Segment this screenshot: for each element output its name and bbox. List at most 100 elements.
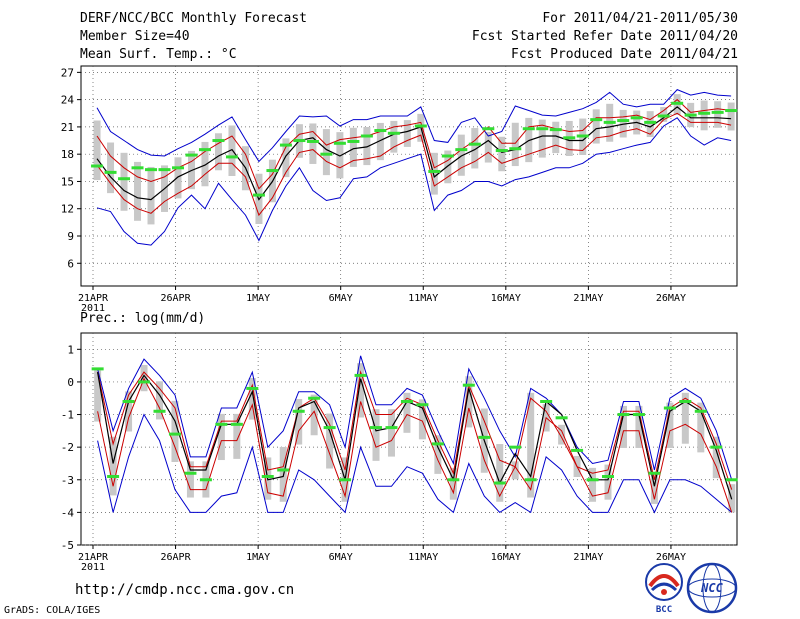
forecast-produced-date: Fcst Produced Date 2011/04/21 [511,47,738,62]
temp-spread-box [457,134,465,176]
temp-forecast-marker [590,118,603,122]
prec-forecast-marker [679,399,692,403]
temp-spread-box [484,131,492,163]
prec-spread-box [650,474,658,504]
temp-spread-box [538,119,546,158]
temp-xtick-label: 6MAY [329,293,353,304]
prec-spread-box [527,392,535,498]
prec-forecast-marker [462,383,475,387]
prec-spread-box [465,376,473,428]
temp-forecast-marker [360,134,373,138]
temp-spread-box [282,138,290,178]
temp-ytick-label: 18 [61,148,74,161]
temp-ytick-label: 21 [61,121,74,134]
prec-forecast-marker [184,471,197,475]
temp-forecast-marker [711,110,724,114]
prec-year-label: 2011 [81,562,105,573]
prec-forecast-marker [153,409,166,413]
prec-forecast-marker [478,435,491,439]
prec-forecast-marker [509,445,522,449]
prec-forecast-marker [107,475,120,479]
prec-forecast-marker [400,399,413,403]
grads-credit: GrADS: COLA/IGES [4,605,101,616]
prec-forecast-marker [385,426,398,430]
temp-spread-box [714,101,722,128]
temp-forecast-marker [630,116,643,120]
prec-forecast-marker [524,478,537,482]
temp-forecast-marker [374,129,387,133]
prec-xtick-label: 11MAY [408,552,438,563]
prec-spread-box [666,402,674,448]
prec-xtick-label: 26APR [161,552,192,563]
temp-forecast-marker [252,193,265,197]
temp-max-line [96,89,732,163]
prec-spread-box [94,370,102,422]
prec-forecast-marker [246,386,259,390]
prec-p75-line [97,370,733,490]
temp-spread-box [660,107,668,122]
temp-spread-box [93,120,101,181]
temp-ytick-label: 6 [67,257,74,270]
temp-forecast-marker [225,155,238,159]
prec-forecast-marker [493,481,506,485]
prec-spread-box [186,461,194,498]
temp-year-label: 2011 [81,303,105,314]
prec-forecast-marker [571,448,584,452]
ncc-logo-icon: NCC [686,562,738,614]
temp-spread-box [201,141,209,187]
temp-p75-line [96,98,732,190]
prec-spread-box [418,399,426,440]
temp-min-line [96,117,732,246]
prec-forecast-marker [354,373,367,377]
prec-xtick-label: 1MAY [246,552,270,563]
prec-xtick-label: 6MAY [329,552,353,563]
prec-forecast-marker [648,471,661,475]
member-size: Member Size=40 [80,29,190,44]
prec-xtick-label: 21APR [78,552,109,563]
bcc-logo-icon: BCC [645,563,683,615]
precipitation-label: Prec.: log(mm/d) [80,311,205,326]
prec-spread-box [604,464,612,500]
temp-forecast-marker [279,143,292,147]
temp-spread-box [592,109,600,144]
temp-forecast-marker [549,128,562,132]
prec-forecast-marker [416,403,429,407]
temp-forecast-marker [131,166,144,170]
source-url[interactable]: http://cmdp.ncc.cma.gov.cn [75,582,295,598]
prec-spread-box [217,413,225,461]
prec-forecast-marker [122,399,135,403]
temp-forecast-marker [185,153,198,157]
temp-xtick-label: 16MAY [491,293,521,304]
prec-ytick-label: 0 [67,376,74,389]
temp-forecast-marker [482,127,495,131]
ncc-logo-text: NCC [700,581,723,595]
prec-xtick-label: 16MAY [491,552,521,563]
prec-forecast-marker [586,478,599,482]
prec-spread-box [295,399,303,445]
temp-forecast-marker [441,154,454,158]
temp-ytick-label: 24 [61,94,75,107]
temp-spread-box [107,142,115,194]
prec-forecast-marker [230,422,243,426]
temp-forecast-marker [158,168,171,172]
forecast-period: For 2011/04/21-2011/05/30 [542,11,738,26]
temp-spread-box [403,120,411,147]
prec-median-line [97,377,733,513]
prec-spread-box [233,413,241,459]
prec-spread-box [635,405,643,448]
temp-forecast-marker [657,114,670,118]
prec-spread-box [372,409,380,461]
temp-spread-box [471,128,479,169]
forecast-started-date: Fcst Started Refer Date 2011/04/20 [471,29,738,44]
temp-spread-box [120,152,128,211]
precipitation-panel: -5 -4 -3 -2 -1 0 1 21APR 26APR 1MAY 6MAY 11MAY 16MAY… [61,332,738,573]
temp-forecast-marker [320,152,333,156]
prec-forecast-marker [725,478,738,482]
prec-forecast-marker [323,426,336,430]
temp-forecast-marker [198,148,211,152]
temp-forecast-marker [522,127,535,131]
temp-forecast-marker [671,101,684,105]
temp-spread-box [214,133,222,171]
temp-xtick-label: 26MAY [656,293,686,304]
